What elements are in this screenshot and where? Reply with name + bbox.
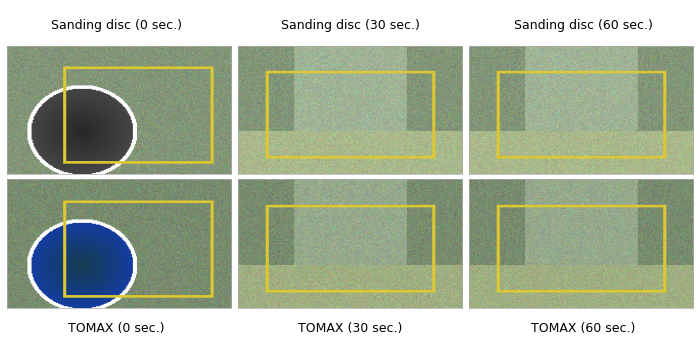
- Text: Sanding disc (0 sec.): Sanding disc (0 sec.): [51, 19, 182, 32]
- Text: TOMAX (60 sec.): TOMAX (60 sec.): [531, 322, 636, 335]
- Text: Sanding disc (60 sec.): Sanding disc (60 sec.): [514, 19, 653, 32]
- Text: TOMAX (30 sec.): TOMAX (30 sec.): [298, 322, 402, 335]
- Text: TOMAX (0 sec.): TOMAX (0 sec.): [69, 322, 165, 335]
- Text: Sanding disc (30 sec.): Sanding disc (30 sec.): [281, 19, 419, 32]
